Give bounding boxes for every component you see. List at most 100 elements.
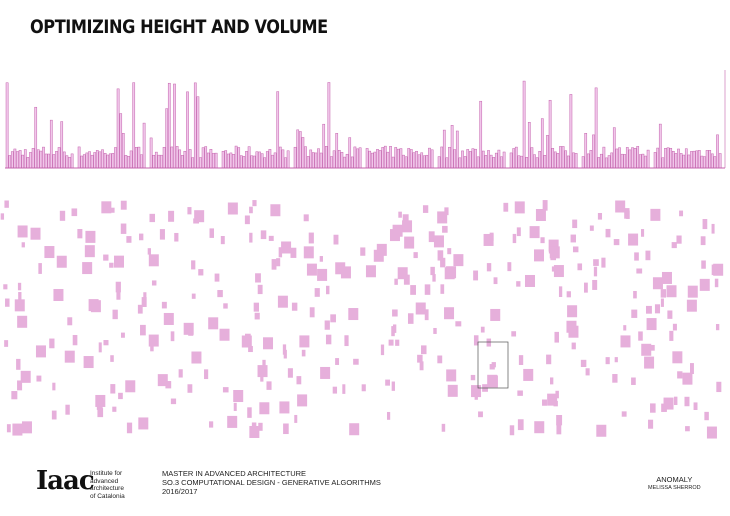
square-shape [277, 295, 288, 308]
bar-shape [540, 118, 544, 169]
bar-shape [157, 154, 161, 169]
square-shape [126, 236, 132, 243]
square-shape [258, 422, 263, 431]
bar-shape [677, 148, 680, 169]
square-shape [103, 340, 109, 346]
bar-shape [479, 100, 483, 169]
bar-shape [162, 147, 166, 169]
bar-shape [569, 94, 573, 169]
bar-shape [618, 147, 621, 169]
square-shape [320, 366, 331, 379]
square-shape [16, 358, 21, 370]
square-shape [660, 298, 664, 307]
bar-shape [615, 148, 619, 169]
bar-shape [337, 149, 341, 169]
square-shape [278, 247, 283, 258]
square-shape [428, 231, 435, 243]
square-shape [253, 302, 260, 312]
square-shape [227, 415, 238, 428]
bar-shape [559, 146, 562, 169]
square-shape [615, 200, 626, 213]
square-shape [716, 381, 722, 393]
square-shape [333, 234, 339, 245]
bar-shape [234, 145, 238, 169]
square-shape [392, 309, 398, 317]
square-shape [308, 232, 314, 244]
bar-shape [373, 151, 377, 169]
square-shape [340, 266, 351, 279]
square-shape [667, 310, 673, 319]
bar-shape [209, 149, 213, 169]
bar-shape [458, 157, 462, 169]
project-info: ANOMALY MELISSA SHERROD [648, 475, 701, 493]
square-shape [112, 309, 118, 320]
square-shape [335, 262, 346, 275]
bar-shape [415, 150, 418, 169]
square-shape [441, 423, 446, 432]
bar-shape [224, 150, 228, 169]
bar-shape [589, 150, 593, 169]
square-shape [251, 422, 257, 428]
square-shape [566, 320, 577, 333]
square-shape [542, 200, 548, 211]
square-shape [516, 281, 521, 287]
bar-shape [90, 154, 94, 169]
square-shape [380, 344, 385, 356]
bar-shape [34, 106, 38, 169]
square-shape [95, 394, 106, 407]
square-shape [161, 301, 167, 309]
bar-shape [324, 146, 328, 169]
square-shape [424, 309, 429, 321]
square-shape [342, 384, 346, 394]
bar-shape [273, 152, 277, 169]
square-shape [444, 267, 455, 280]
bar-shape [260, 153, 264, 169]
bar-shape [154, 151, 158, 169]
square-shape [88, 299, 99, 312]
bar-shape [487, 150, 490, 169]
square-shape [168, 210, 175, 222]
square-shape [652, 277, 663, 290]
logo-line: Institute for [90, 470, 123, 477]
bar-shape [656, 147, 660, 169]
bar-shape [708, 150, 712, 169]
bar-shape [538, 151, 542, 169]
square-shape [255, 273, 261, 283]
square-shape [455, 321, 462, 327]
logo-line: of Catalonia [90, 492, 125, 500]
square-shape [147, 248, 151, 255]
bar-shape [173, 83, 176, 169]
square-shape [503, 202, 509, 212]
bar-shape [284, 157, 287, 169]
bar-shape [340, 151, 344, 169]
bar-shape [250, 155, 254, 169]
square-shape [566, 291, 571, 298]
bar-shape [252, 155, 256, 169]
bar-shape [196, 96, 200, 169]
square-shape [82, 262, 93, 275]
square-shape [672, 351, 683, 364]
bar-shape [88, 151, 91, 169]
bar-shape [268, 149, 272, 169]
bar-shape [381, 147, 385, 169]
bar-shape [21, 154, 25, 169]
square-shape [126, 422, 133, 434]
square-shape [620, 335, 631, 348]
bar-shape [602, 146, 606, 169]
bar-shape [317, 148, 320, 169]
bar-shape [455, 130, 459, 169]
square-shape [631, 309, 638, 318]
square-shape [473, 270, 479, 281]
square-shape [20, 370, 31, 383]
bar-shape [574, 153, 578, 169]
square-shape [517, 390, 523, 396]
square-shape [244, 215, 250, 225]
square-shape [474, 393, 478, 400]
bar-shape [13, 148, 17, 169]
bar-shape [476, 156, 480, 169]
square-shape [597, 212, 603, 220]
logo-line: architecture [90, 485, 124, 492]
square-shape [700, 236, 706, 246]
square-shape [663, 397, 674, 410]
bar-shape [597, 157, 601, 169]
